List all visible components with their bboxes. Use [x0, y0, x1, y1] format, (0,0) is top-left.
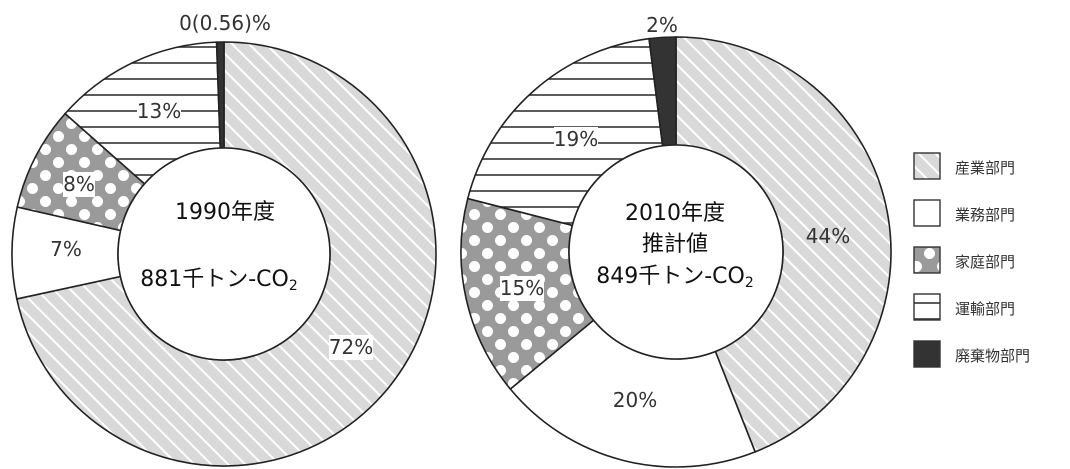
label-bg-1990-household [63, 172, 95, 197]
legend-label-industry: 産業部門 [955, 159, 1015, 177]
legend-label-waste: 廃棄物部門 [955, 347, 1030, 365]
label-bg-1990-transport [137, 99, 181, 124]
donut-hole-1990 [117, 147, 331, 361]
percent-labels: 72% 7% 8% 13% 0(0.56)% 44% 20% 15% 19% 2% [50, 11, 850, 412]
center-label-2010: 2010年度 推計値 849千トン-CO2 [596, 201, 754, 291]
center-title-2010: 2010年度 [625, 201, 725, 226]
legend-swatch-transport [913, 293, 941, 321]
label-2010-transport: 19% [554, 127, 598, 151]
donut-chart-2010 [460, 36, 892, 468]
center-title-1990: 1990年度 [175, 200, 275, 225]
center-subtitle-2010: 推計値 [642, 232, 708, 257]
legend-swatch-waste [913, 340, 941, 368]
center-value-1990: 881千トン-CO2 [140, 267, 298, 294]
label-1990-waste: 0(0.56)% [179, 11, 271, 35]
label-1990-household: 8% [63, 172, 95, 196]
legend-swatch-commercial [913, 199, 941, 227]
label-1990-commercial: 7% [50, 237, 82, 261]
legend-swatch-household [913, 246, 941, 274]
label-2010-industry: 44% [806, 224, 850, 248]
legend-label-commercial: 業務部門 [955, 206, 1015, 224]
legend-label-transport: 運輸部門 [955, 300, 1015, 318]
label-bg-2010-household [500, 276, 544, 301]
center-value-2010: 849千トン-CO2 [596, 264, 754, 291]
legend-swatch-industry [913, 152, 941, 180]
label-2010-commercial: 20% [613, 388, 657, 412]
label-bg-1990-industry [329, 335, 373, 360]
legend-label-household: 家庭部門 [955, 253, 1015, 271]
label-2010-household: 15% [500, 276, 544, 300]
center-label-1990: 1990年度 881千トン-CO2 [140, 200, 298, 294]
label-2010-waste: 2% [646, 13, 678, 37]
donut-hole-2010 [568, 144, 784, 360]
label-1990-industry: 72% [329, 335, 373, 359]
label-bg-2010-transport [554, 127, 598, 152]
label-1990-transport: 13% [137, 99, 181, 123]
